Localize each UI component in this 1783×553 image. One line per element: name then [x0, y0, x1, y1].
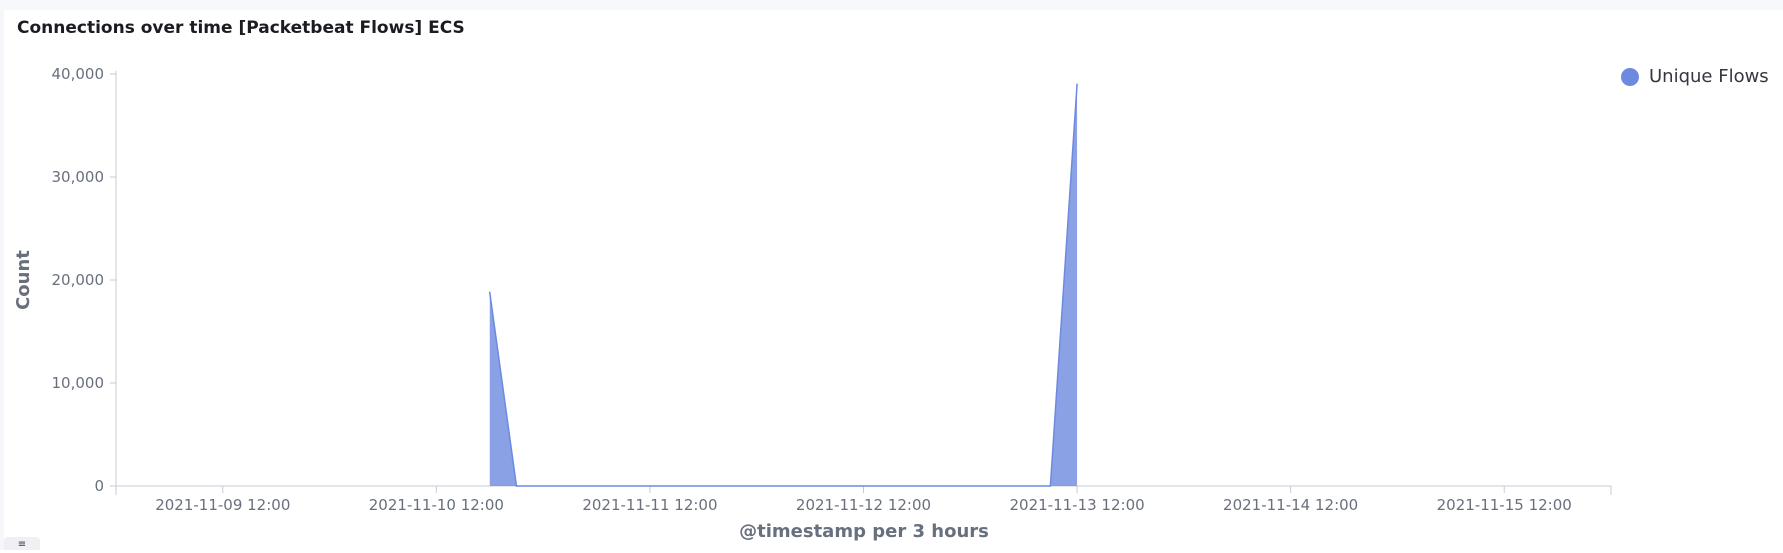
data-point[interactable] [515, 485, 518, 487]
legend[interactable]: Unique Flows [1621, 66, 1769, 87]
data-point[interactable] [1076, 83, 1078, 86]
x-tick-label: 2021-11-15 12:00 [1437, 496, 1572, 514]
series-area [488, 83, 1078, 487]
x-tick-label: 2021-11-12 12:00 [796, 496, 931, 514]
y-tick-label: 30,000 [52, 168, 105, 186]
y-tick-label: 0 [94, 477, 104, 495]
x-tick-label: 2021-11-13 12:00 [1009, 496, 1144, 514]
y-axis-title: Count [13, 250, 34, 310]
x-axis-title: @timestamp per 3 hours [739, 521, 989, 542]
legend-label-unique-flows: Unique Flows [1649, 66, 1769, 87]
y-axis: 0 10,000 20,000 30,000 40,000 [52, 65, 117, 495]
data-point[interactable] [1049, 485, 1052, 487]
x-tick-label: 2021-11-10 12:00 [369, 496, 504, 514]
y-tick-label: 10,000 [52, 374, 105, 392]
legend-toggle-icon[interactable]: ≡ [4, 537, 40, 550]
series-line [489, 84, 1078, 487]
panel-left-rail [0, 10, 4, 550]
y-tick-label: 40,000 [52, 65, 105, 83]
x-tick-label: 2021-11-11 12:00 [582, 496, 717, 514]
x-axis: 2021-11-09 12:00 2021-11-10 12:00 2021-11-… [115, 485, 1612, 514]
y-tick-label: 20,000 [52, 271, 105, 289]
legend-swatch [1621, 67, 1639, 86]
x-tick-label: 2021-11-09 12:00 [155, 496, 290, 514]
data-point[interactable] [488, 291, 491, 294]
series-area-fill [489, 84, 1078, 487]
panel-title: Connections over time [Packetbeat Flows]… [17, 18, 465, 38]
x-tick-label: 2021-11-14 12:00 [1223, 496, 1358, 514]
panel-top-strip [0, 0, 1783, 10]
